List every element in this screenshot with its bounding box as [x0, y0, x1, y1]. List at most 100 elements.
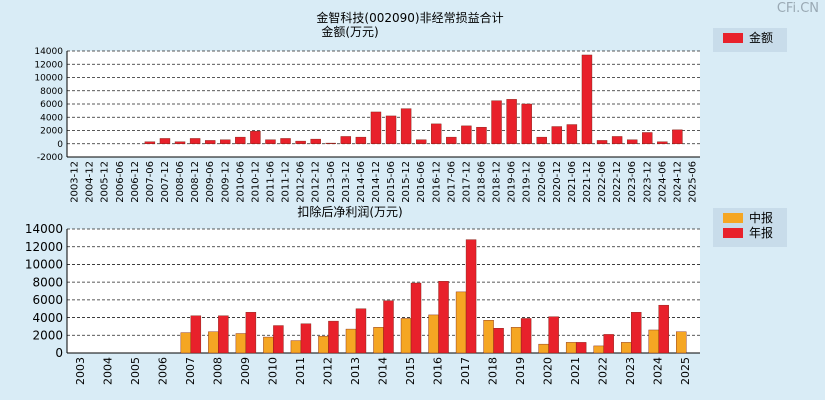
legend-swatch [723, 228, 743, 238]
bar [476, 126, 487, 144]
bar [493, 328, 504, 354]
x-tick-label: 2020-12 [552, 161, 563, 203]
bar [174, 141, 186, 144]
bar [611, 136, 623, 144]
y-tick-label: 6000 [32, 293, 63, 307]
x-tick-label: 2011 [294, 357, 307, 385]
x-tick-label: 2004 [101, 357, 114, 385]
bar [290, 340, 302, 354]
bar [565, 342, 577, 354]
x-tick-label: 2013 [349, 357, 362, 385]
x-tick-label: 2012-06 [296, 161, 307, 203]
x-tick-label: 2006-12 [130, 161, 141, 203]
y-tick-label: 0 [57, 140, 63, 150]
x-tick-label: 2011-12 [281, 161, 292, 203]
y-tick-label: 2000 [32, 328, 63, 342]
bar [626, 139, 638, 144]
x-tick-label: 2003-12 [70, 161, 81, 203]
bar [245, 312, 257, 354]
bar [204, 140, 216, 144]
bar [648, 329, 659, 354]
x-tick-label: 2023-12 [642, 161, 653, 203]
x-tick-label: 2024-06 [657, 161, 668, 203]
x-tick-label: 2014-12 [371, 161, 382, 203]
bar [373, 327, 384, 354]
x-tick-label: 2015-06 [386, 161, 397, 203]
x-tick-label: 2019-06 [507, 161, 518, 203]
bar [218, 315, 229, 354]
bar [520, 318, 532, 354]
bar [340, 136, 352, 144]
legend-label: 金额 [749, 30, 773, 45]
bar [235, 333, 247, 354]
x-tick-label: 2018-12 [492, 161, 503, 203]
x-tick-label: 2014 [377, 357, 390, 385]
x-tick-label: 2015-12 [401, 161, 412, 203]
x-tick-label: 2019 [514, 357, 527, 385]
bar [159, 138, 171, 144]
x-tick-label: 2022-12 [612, 161, 623, 203]
x-tick-label: 2008 [211, 357, 224, 385]
bar [190, 315, 202, 354]
x-tick-label: 2021-12 [582, 161, 593, 203]
bar [536, 136, 547, 144]
bar [370, 111, 382, 144]
x-tick-label: 2025-06 [687, 161, 698, 203]
x-tick-label: 2017 [459, 357, 472, 385]
x-tick-label: 2007-06 [145, 161, 156, 203]
bar [630, 312, 642, 354]
chart-title: 扣除后净利润(万元) [297, 204, 402, 219]
bar [657, 141, 668, 144]
y-tick-label: 14000 [25, 222, 63, 236]
bar [400, 108, 412, 144]
y-tick-label: 12000 [34, 60, 63, 70]
legend: 金额 [713, 28, 787, 52]
x-tick-label: 2012 [321, 357, 334, 385]
x-tick-label: 2004-12 [85, 161, 96, 203]
x-tick-label: 2024-12 [672, 161, 683, 203]
x-tick-label: 2017-06 [446, 161, 457, 203]
bar [345, 328, 357, 354]
bar [483, 320, 494, 354]
x-tick-label: 2008-12 [190, 161, 201, 203]
bar [446, 136, 457, 144]
x-tick-label: 2005 [129, 357, 142, 385]
legend-label: 年报 [749, 225, 773, 240]
x-tick-label: 2010-06 [235, 161, 246, 203]
y-tick-label: 12000 [25, 240, 63, 254]
y-tick-label: 4000 [40, 113, 63, 123]
bar [566, 124, 578, 144]
x-tick-label: 2009-06 [205, 161, 216, 203]
bar [548, 316, 559, 354]
bar [642, 132, 653, 144]
bar [551, 126, 563, 144]
y-tick-label: 2000 [40, 127, 63, 137]
x-tick-label: 2006 [156, 357, 169, 385]
x-tick-label: 2010 [266, 357, 279, 385]
y-tick-label: 6000 [40, 100, 63, 110]
bar [410, 282, 422, 354]
y-tick-label: 4000 [32, 311, 63, 325]
y-tick-label: 8000 [40, 87, 63, 97]
x-tick-label: 2013-06 [326, 161, 337, 203]
x-tick-label: 2018 [487, 357, 500, 385]
bar [235, 136, 246, 144]
bar [581, 54, 593, 144]
bar [431, 123, 442, 144]
y-tick-label: 0 [55, 346, 63, 360]
bar [538, 343, 549, 354]
x-tick-label: 2025 [679, 357, 692, 385]
bar [385, 115, 397, 144]
x-tick-label: 2020-06 [537, 161, 548, 203]
x-tick-label: 2006-06 [115, 161, 126, 203]
bar [455, 291, 467, 354]
watermark: CFi.CN [776, 1, 819, 16]
bar [144, 141, 156, 144]
x-tick-label: 2015 [404, 357, 417, 385]
bar [208, 331, 219, 354]
x-tick-label: 2014-06 [356, 161, 367, 203]
bar [593, 345, 604, 354]
bar [310, 138, 321, 144]
